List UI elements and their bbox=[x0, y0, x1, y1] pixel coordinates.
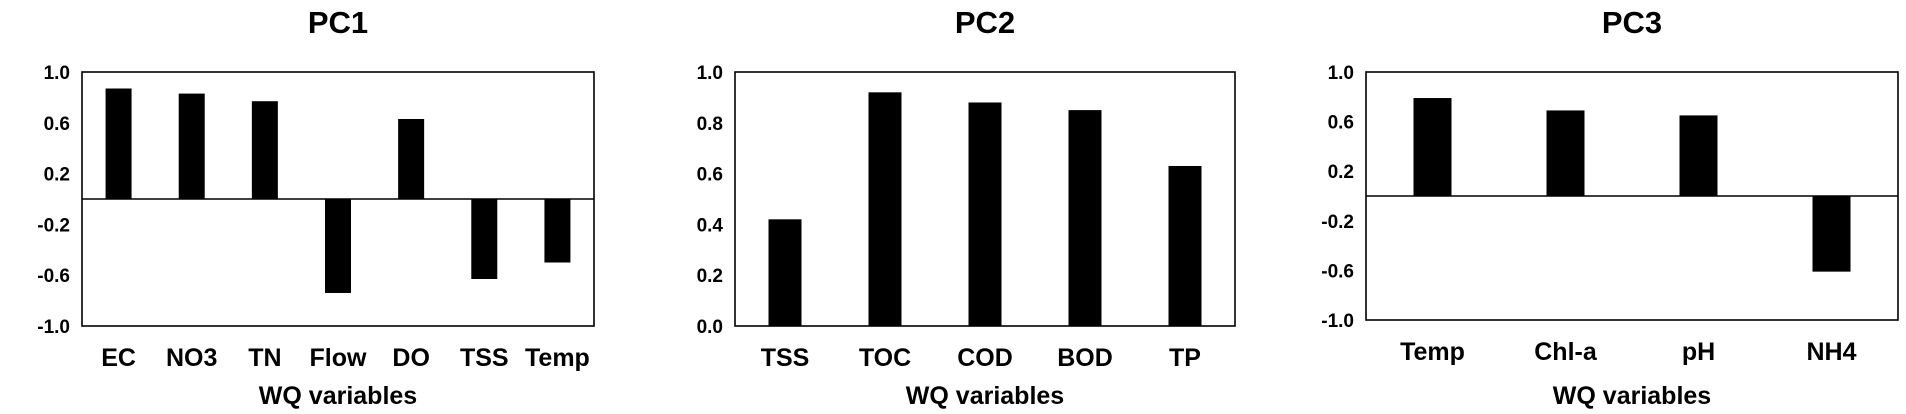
bar bbox=[868, 92, 902, 326]
bar bbox=[471, 199, 498, 280]
y-tick-label: -0.2 bbox=[1321, 212, 1354, 233]
x-category-label: pH bbox=[1682, 338, 1715, 366]
bar bbox=[398, 118, 425, 199]
x-category-label: TOC bbox=[859, 344, 911, 372]
chart-svg: PC2 1.0 0.8 0.6 0.4 0.2 0.0 TSS TOC COD BOD TP WQ va… bbox=[697, 5, 1236, 410]
y-tick-label: -1.0 bbox=[1321, 311, 1354, 332]
y-tick-label: -0.6 bbox=[37, 266, 70, 287]
y-tick-label: -1.0 bbox=[37, 317, 70, 338]
chart-pc1: PC1 1.0 0.6 0.2 -0.2 -0.6 -1.0 EC NO3 TN Flow DO TSS… bbox=[0, 0, 620, 414]
x-category-label: COD bbox=[957, 344, 1013, 372]
chart-title: PC3 bbox=[1602, 5, 1662, 40]
x-category-label: BOD bbox=[1057, 344, 1113, 372]
y-tick-label: 1.0 bbox=[1328, 63, 1354, 84]
bar bbox=[105, 88, 132, 199]
x-category-label: Temp bbox=[1400, 338, 1465, 366]
x-axis-label: WQ variables bbox=[1553, 382, 1711, 410]
x-category-label: NO3 bbox=[166, 344, 217, 372]
x-category-label: EC bbox=[101, 344, 136, 372]
bar bbox=[1546, 110, 1585, 196]
bar bbox=[1679, 115, 1718, 196]
x-category-label: TSS bbox=[761, 344, 810, 372]
x-category-label: TN bbox=[248, 344, 281, 372]
x-category-label: Flow bbox=[310, 344, 367, 372]
chart-title: PC1 bbox=[308, 5, 368, 40]
bar bbox=[1413, 98, 1452, 196]
y-tick-label: 0.6 bbox=[1328, 113, 1354, 134]
y-tick-label: -0.2 bbox=[37, 215, 70, 236]
y-tick-label: 1.0 bbox=[44, 63, 70, 84]
y-tick-label: 0.4 bbox=[697, 215, 724, 236]
bar bbox=[968, 102, 1002, 326]
bar bbox=[251, 101, 278, 199]
y-tick-label: 0.2 bbox=[44, 165, 70, 186]
x-axis-label: WQ variables bbox=[906, 382, 1064, 410]
bar bbox=[768, 219, 802, 326]
x-category-label: DO bbox=[392, 344, 430, 372]
x-axis-label: WQ variables bbox=[259, 382, 417, 410]
chart-svg: PC3 1.0 0.6 0.2 -0.2 -0.6 -1.0 Temp Chl-a pH NH4 WQ… bbox=[1321, 5, 1899, 410]
y-tick-label: 0.2 bbox=[1328, 162, 1354, 183]
x-category-label: NH4 bbox=[1806, 338, 1856, 366]
y-tick-label: -0.6 bbox=[1321, 261, 1354, 282]
x-category-label: TP bbox=[1169, 344, 1201, 372]
y-tick-label: 0.8 bbox=[697, 114, 723, 135]
y-tick-label: 0.6 bbox=[44, 114, 70, 135]
bar bbox=[1812, 196, 1851, 272]
chart-pc2: PC2 1.0 0.8 0.6 0.4 0.2 0.0 TSS TOC COD BOD TP WQ va… bbox=[635, 0, 1250, 414]
y-tick-label: 1.0 bbox=[697, 63, 723, 84]
bar bbox=[1068, 110, 1102, 326]
y-tick-label: 0.0 bbox=[697, 317, 723, 338]
bar bbox=[325, 199, 351, 293]
x-category-label: Temp bbox=[525, 344, 590, 372]
chart-pc3: PC3 1.0 0.6 0.2 -0.2 -0.6 -1.0 Temp Chl-a pH NH4 WQ… bbox=[1270, 0, 1906, 414]
x-category-label: TSS bbox=[460, 344, 509, 372]
bar bbox=[544, 199, 571, 263]
x-category-label: Chl-a bbox=[1534, 338, 1598, 366]
y-tick-label: 0.2 bbox=[697, 266, 723, 287]
bar bbox=[1168, 165, 1202, 326]
chart-svg: PC1 1.0 0.6 0.2 -0.2 -0.6 -1.0 EC NO3 TN Flow DO TSS… bbox=[37, 5, 595, 410]
bar bbox=[178, 93, 205, 199]
chart-title: PC2 bbox=[955, 5, 1015, 40]
y-tick-label: 0.6 bbox=[697, 165, 723, 186]
